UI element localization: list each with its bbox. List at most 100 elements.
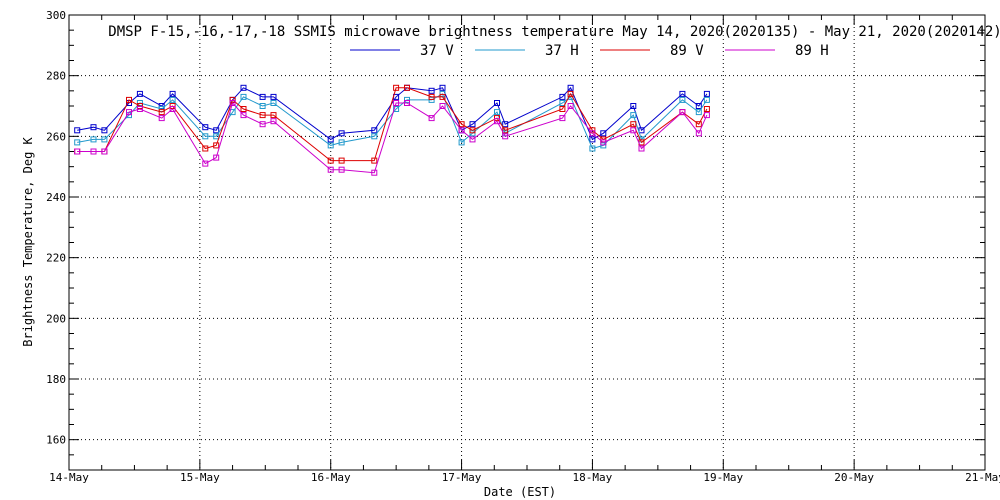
data-point-89-v [371, 157, 378, 164]
y-tick-label: 160 [46, 434, 66, 447]
data-point-37-h [494, 109, 500, 116]
data-point-89-h [338, 166, 345, 173]
data-point-89-h [469, 136, 476, 143]
data-point-37-h [679, 96, 686, 103]
legend-label-37-h: 37 H [545, 43, 579, 59]
y-tick-label: 280 [46, 70, 66, 83]
data-point-37-v [136, 90, 143, 97]
data-point-37-v [74, 127, 81, 134]
data-point-37-h [371, 133, 378, 140]
data-point-37-v [338, 130, 345, 137]
series-line-89-h [77, 102, 708, 174]
y-tick-label: 220 [46, 252, 66, 265]
x-tick-label: 20-May [834, 471, 874, 484]
data-point-89-v [327, 157, 334, 164]
legend-label-37-v: 37 V [420, 43, 454, 59]
data-point-89-h [371, 169, 378, 176]
data-point-37-v [213, 127, 220, 134]
data-point-89-v [338, 157, 345, 164]
x-tick-label: 19-May [703, 471, 743, 484]
series-line-37-v [77, 86, 708, 141]
data-point-89-h [567, 103, 574, 109]
data-point-37-h [695, 109, 702, 116]
data-point-89-v [559, 106, 566, 112]
data-point-89-h [638, 145, 645, 152]
plot-frame [68, 14, 986, 471]
data-point-37-h [589, 145, 596, 152]
data-point-37-v [169, 90, 176, 97]
data-point-37-v [567, 84, 574, 91]
data-point-89-h [458, 127, 465, 134]
data-point-89-h [589, 130, 596, 137]
y-tick-label: 260 [46, 130, 66, 143]
data-point-37-h [240, 93, 247, 100]
data-point-37-h [559, 100, 566, 106]
data-point-37-v [439, 84, 446, 91]
data-point-37-v [90, 124, 97, 131]
data-point-37-h [90, 136, 97, 143]
x-tick-label: 18-May [573, 471, 613, 484]
data-point-89-h [679, 109, 686, 116]
data-point-37-v [259, 93, 266, 100]
x-tick-label: 14-May [49, 471, 89, 484]
data-point-37-h [101, 136, 108, 143]
data-point-37-v [589, 136, 596, 143]
series-line-37-h [77, 93, 708, 150]
data-point-37-h [74, 139, 81, 146]
data-point-89-h [202, 160, 209, 167]
data-point-37-h [202, 133, 209, 140]
data-point-89-h [327, 166, 334, 173]
data-point-37-h [393, 106, 400, 112]
data-point-37-h [158, 106, 165, 112]
data-point-89-h [90, 148, 97, 155]
data-point-37-v [371, 127, 378, 134]
data-point-37-h [259, 103, 266, 109]
data-point-89-v [158, 109, 165, 116]
data-point-89-v [404, 84, 410, 91]
data-point-89-v [502, 127, 509, 134]
legend-label-89-h: 89 H [795, 43, 829, 59]
data-point-37-v [600, 130, 607, 137]
data-point-37-h [270, 100, 277, 106]
data-point-89-v [126, 96, 132, 103]
data-point-37-h [213, 133, 220, 140]
data-point-89-h [428, 115, 435, 122]
ticks [68, 14, 986, 471]
data-point-89-v [630, 121, 637, 128]
data-point-37-v [703, 90, 710, 97]
x-tick-label: 17-May [442, 471, 482, 484]
data-point-89-h [126, 109, 132, 116]
x-axis-label: Date (EST) [484, 485, 556, 499]
y-tick-label: 300 [46, 9, 66, 22]
data-point-37-v [494, 100, 500, 106]
data-point-89-v [703, 106, 710, 112]
data-point-89-h [101, 148, 108, 155]
data-point-37-v [202, 124, 209, 131]
labels: 160 180 200 220 240 260 280 300 14-May 15-May 16-M… [46, 9, 1000, 484]
data-point-37-v [101, 127, 108, 134]
data-point-89-v [270, 112, 277, 119]
data-point-89-h [502, 133, 509, 140]
data-point-89-v [458, 121, 465, 128]
legend-label-89-v: 89 V [670, 43, 704, 59]
data-point-89-v [202, 145, 209, 152]
data-point-89-v [567, 90, 574, 97]
data-point-89-v [695, 121, 702, 128]
x-tick-label: 21-May [965, 471, 1000, 484]
y-tick-label: 240 [46, 191, 66, 204]
data-point-37-h [404, 96, 410, 103]
data-point-89-h [270, 118, 277, 125]
data-point-37-v [240, 84, 247, 91]
data-point-89-v [428, 93, 435, 100]
y-axis-label: Brightness Temperature, Deg K [21, 136, 35, 346]
data-point-89-h [74, 148, 81, 155]
data-point-37-v [502, 121, 509, 128]
data-point-89-h [600, 139, 607, 146]
y-tick-label: 180 [46, 373, 66, 386]
data-point-89-h [703, 112, 710, 119]
data-point-37-v [638, 127, 645, 134]
data-point-89-h [169, 106, 176, 112]
data-point-89-v [439, 93, 446, 100]
data-point-37-v [327, 136, 334, 143]
